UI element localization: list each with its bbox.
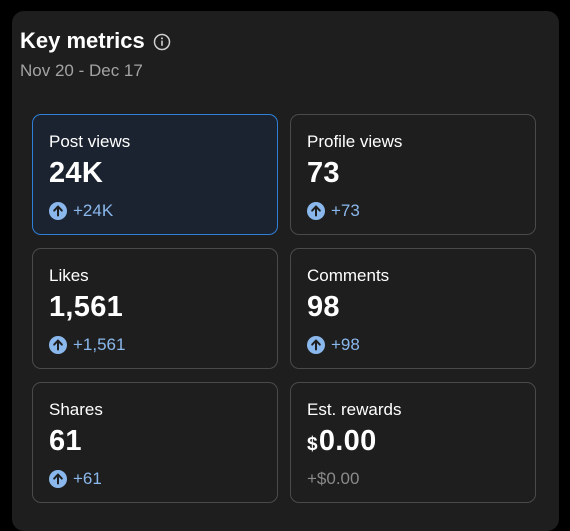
metric-delta-text: +98	[331, 335, 360, 354]
metric-delta-text: +1,561	[73, 335, 126, 354]
metric-delta: +98	[307, 335, 360, 355]
metric-card-likes[interactable]: Likes 1,561 +1,561	[32, 248, 278, 369]
metric-label: Shares	[49, 400, 103, 419]
metric-card-shares[interactable]: Shares 61 +61	[32, 382, 278, 503]
metric-value: 1,561	[49, 291, 124, 323]
metric-value-amount: 0.00	[318, 425, 377, 457]
metric-delta: +73	[307, 201, 360, 221]
arrow-up-circle-icon	[49, 470, 67, 488]
metric-value: 98	[307, 291, 340, 323]
metric-label: Post views	[49, 132, 131, 151]
metric-value: 73	[307, 157, 340, 189]
metric-delta-text: +24K	[73, 201, 114, 220]
currency-symbol: $	[307, 434, 318, 455]
metric-delta: +24K	[49, 201, 113, 221]
key-metrics-header: Key metrics Nov 20 - Dec 17	[20, 27, 171, 81]
metric-card-post-views[interactable]: Post views 24K +24K	[32, 114, 278, 235]
title-row: Key metrics	[20, 27, 171, 55]
metric-label: Est. rewards	[307, 400, 402, 419]
metric-value: $0.00	[307, 425, 377, 458]
metric-label: Likes	[49, 266, 89, 285]
metric-delta: +61	[49, 469, 102, 489]
arrow-up-circle-icon	[307, 336, 325, 354]
metric-label: Profile views	[307, 132, 403, 151]
arrow-up-circle-icon	[49, 336, 67, 354]
metric-delta-text: +61	[73, 469, 102, 488]
arrow-up-circle-icon	[49, 202, 67, 220]
metric-value: 24K	[49, 157, 104, 189]
date-range: Nov 20 - Dec 17	[20, 61, 143, 80]
arrow-up-circle-icon	[307, 202, 325, 220]
metric-card-est-rewards[interactable]: Est. rewards $0.00 +$0.00	[290, 382, 536, 503]
metric-delta-text: +73	[331, 201, 360, 220]
info-circle-icon[interactable]	[153, 33, 171, 51]
metric-delta: +1,561	[49, 335, 125, 355]
metric-label: Comments	[307, 266, 390, 285]
metric-delta: +$0.00	[307, 469, 359, 489]
metric-card-comments[interactable]: Comments 98 +98	[290, 248, 536, 369]
page-title: Key metrics	[20, 28, 145, 53]
metric-value: 61	[49, 425, 82, 457]
metric-delta-text: +$0.00	[307, 469, 360, 488]
metric-card-profile-views[interactable]: Profile views 73 +73	[290, 114, 536, 235]
